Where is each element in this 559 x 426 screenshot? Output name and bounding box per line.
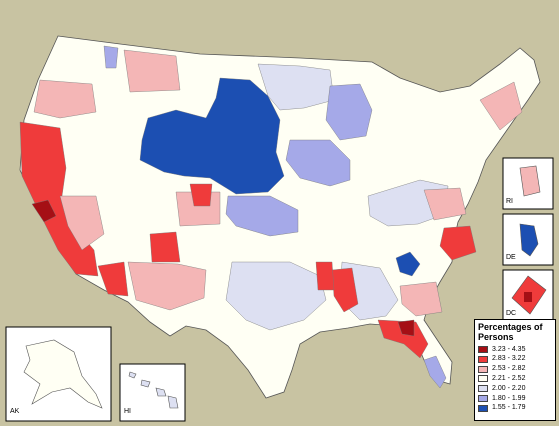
- region-florida-panhandle: [377, 319, 429, 359]
- legend-label: 2.21 - 2.52: [492, 374, 526, 382]
- region-southwest-pink: [127, 261, 207, 311]
- region-california-dark: [31, 199, 57, 223]
- region-arizona-red: [97, 261, 129, 297]
- rhode-island-label: RI: [506, 198, 513, 205]
- alaska-shape: [23, 339, 103, 409]
- legend-row: 2.21 - 2.52: [478, 374, 552, 383]
- legend-swatch: [478, 395, 488, 402]
- region-new-mexico-red: [149, 231, 181, 263]
- region-florida-blue: [423, 355, 447, 389]
- legend-swatch: [478, 355, 488, 363]
- legend-label: 2.00 - 2.20: [492, 384, 526, 392]
- legend-label: 1.55 - 1.79: [492, 404, 526, 412]
- region-northeast-pink: [479, 81, 523, 131]
- dc-label: DC: [506, 310, 517, 317]
- legend-row: 2.83 - 3.22: [478, 355, 552, 364]
- region-nevada-pink: [59, 195, 105, 251]
- alaska-label: AK: [10, 408, 20, 415]
- legend-row: 2.00 - 2.20: [478, 384, 552, 393]
- legend-label: 1.80 - 1.99: [492, 394, 526, 402]
- region-mississippi: [331, 267, 359, 313]
- legend-label: 3.23 - 4.35: [492, 345, 526, 353]
- region-florida-dark: [397, 319, 415, 337]
- dc-dark: [524, 292, 532, 302]
- region-ohio-dark: [395, 251, 421, 277]
- legend-swatch: [478, 385, 488, 393]
- legend-title: Percentages of Persons: [478, 322, 543, 342]
- region-minnesota: [325, 83, 373, 141]
- legend-label: 2.53 - 2.82: [492, 365, 526, 373]
- legend-swatch: [478, 375, 488, 383]
- region-texas-light: [225, 261, 327, 331]
- legend-swatch: [478, 365, 488, 373]
- region-georgia-pink: [399, 281, 443, 317]
- region-oregon-pink: [33, 79, 97, 119]
- legend-label: 2.83 - 3.22: [492, 355, 526, 363]
- rhode-island-shape: [519, 165, 541, 197]
- region-upper-midwest: [285, 139, 351, 187]
- delaware-shape: [519, 223, 539, 257]
- legend-row: 1.55 - 1.79: [478, 404, 552, 413]
- legend-swatch: [478, 404, 488, 412]
- region-north-plains: [139, 77, 285, 195]
- hawaii-shape: [128, 371, 179, 409]
- region-montana-pink: [123, 49, 181, 93]
- region-montana-blue: [103, 45, 119, 69]
- region-carolinas-red: [439, 225, 477, 261]
- legend-swatch: [478, 346, 488, 354]
- hawaii-label: HI: [124, 408, 131, 415]
- region-virginia-pink: [423, 187, 467, 221]
- legend-row: 3.23 - 4.35: [478, 345, 552, 354]
- legend-row: 1.80 - 1.99: [478, 394, 552, 403]
- region-plains-mid: [225, 195, 299, 237]
- region-north-dakota-light: [257, 63, 335, 111]
- delaware-label: DE: [506, 254, 516, 261]
- region-colorado-red: [189, 183, 213, 207]
- region-arkansas: [315, 261, 335, 291]
- legend-row: 2.53 - 2.82: [478, 365, 552, 374]
- legend: Percentages of Persons 3.23 - 4.35 2.83 …: [474, 319, 556, 421]
